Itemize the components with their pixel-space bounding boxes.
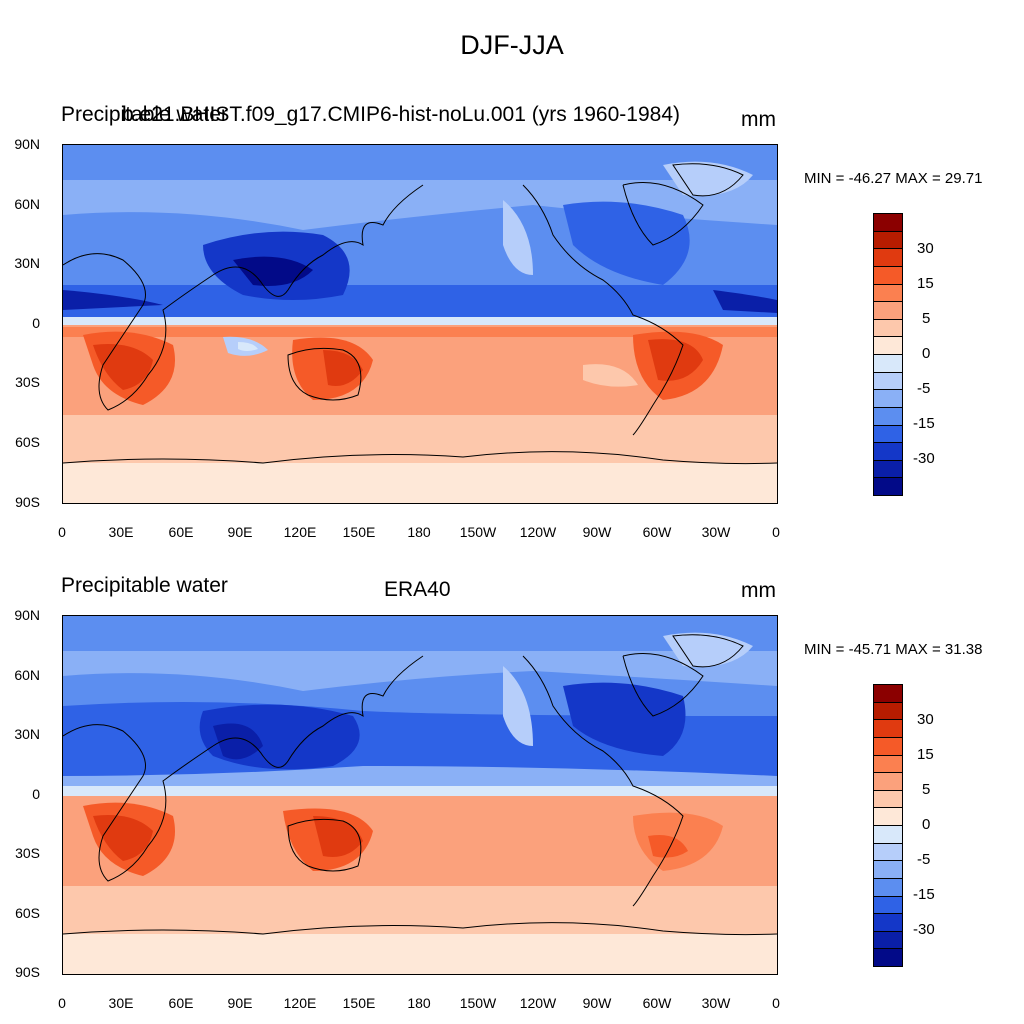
difference-map <box>62 144 778 504</box>
x-tick-label: 0 <box>58 524 66 540</box>
colorbar-label: 0 <box>922 345 931 362</box>
difference-map <box>62 615 778 975</box>
x-tick-label: 30E <box>108 524 134 540</box>
panel-model: Precipitable water b.e21.BHIST.f09_g17.C… <box>0 0 1024 540</box>
x-tick-label: 150W <box>459 524 497 540</box>
y-tick-label: 90N <box>14 136 40 152</box>
x-tick-label: 30E <box>108 995 134 1011</box>
x-tick-label: 90E <box>227 995 253 1011</box>
x-tick-label: 60W <box>642 524 672 540</box>
panel-variable-label: Precipitable water <box>61 574 228 597</box>
y-tick-label: 60N <box>14 667 40 683</box>
y-tick-label: 30N <box>14 255 40 271</box>
y-tick-label: 30S <box>15 845 40 861</box>
y-tick-label: 30S <box>15 374 40 390</box>
colorbar-swatch <box>873 789 903 809</box>
colorbar-swatch <box>873 477 903 496</box>
x-tick-label: 60W <box>642 995 672 1011</box>
y-tick-label: 90S <box>15 964 40 980</box>
colorbar-label: 30 <box>917 240 934 257</box>
panel-variable-label: Precipitable water <box>61 103 228 126</box>
y-tick-label: 60S <box>15 434 40 450</box>
x-tick-label: 90W <box>582 995 612 1011</box>
colorbar-swatch <box>873 719 903 738</box>
colorbar-swatch <box>873 807 903 826</box>
colorbar-label: -15 <box>913 886 935 903</box>
contour-field <box>63 145 777 503</box>
colorbar-label: 0 <box>922 816 931 833</box>
x-tick-label: 90E <box>227 524 253 540</box>
panel-case-label: ERA40 <box>384 578 451 601</box>
colorbar-swatch <box>873 701 903 721</box>
colorbar-swatch <box>873 930 903 950</box>
x-tick-label: 60E <box>168 995 194 1011</box>
x-tick-label: 120E <box>283 995 317 1011</box>
x-tick-label: 0 <box>58 995 66 1011</box>
colorbar-swatch <box>873 860 903 879</box>
x-tick-label: 150W <box>459 995 497 1011</box>
x-tick-label: 30W <box>701 524 731 540</box>
y-tick-label: 0 <box>32 786 40 802</box>
panel-units-label: mm <box>741 579 776 602</box>
colorbar-swatch <box>873 736 903 756</box>
colorbar-swatch <box>873 825 903 844</box>
colorbar-label: -30 <box>913 921 935 938</box>
x-tick-label: 90W <box>582 524 612 540</box>
colorbar-label: 15 <box>917 746 934 763</box>
x-tick-label: 60E <box>168 524 194 540</box>
x-tick-label: 150E <box>342 995 376 1011</box>
min-max-readout: MIN = -45.71 MAX = 31.38 <box>804 641 983 658</box>
contour-field <box>63 616 777 974</box>
colorbar <box>873 684 903 967</box>
y-tick-label: 30N <box>14 726 40 742</box>
colorbar-label: 15 <box>917 275 934 292</box>
y-tick-label: 90N <box>14 607 40 623</box>
colorbar-label: 30 <box>917 711 934 728</box>
colorbar-swatch <box>873 948 903 967</box>
x-tick-label: 0 <box>772 995 780 1011</box>
min-max-readout: MIN = -46.27 MAX = 29.71 <box>804 170 983 187</box>
colorbar-swatch <box>873 772 903 791</box>
colorbar-label: -5 <box>917 380 931 397</box>
colorbar-swatch <box>873 895 903 915</box>
x-tick-label: 120E <box>283 524 317 540</box>
x-tick-label: 150E <box>342 524 376 540</box>
x-tick-label: 180 <box>407 995 431 1011</box>
colorbar-swatch <box>873 754 903 774</box>
colorbar-swatch <box>873 684 903 703</box>
colorbar-label: -5 <box>917 851 931 868</box>
colorbar-label: 5 <box>922 781 931 798</box>
colorbar-swatch <box>873 842 903 862</box>
panel-units-label: mm <box>741 108 776 131</box>
colorbar-swatch <box>873 877 903 897</box>
y-tick-label: 0 <box>32 315 40 331</box>
x-tick-label: 120W <box>519 995 557 1011</box>
x-tick-label: 30W <box>701 995 731 1011</box>
colorbar-swatch <box>873 913 903 932</box>
y-tick-label: 60N <box>14 196 40 212</box>
panel-case-label: b.e21.BHIST.f09_g17.CMIP6-hist-noLu.001 … <box>122 103 680 126</box>
x-tick-label: 0 <box>772 524 780 540</box>
y-tick-label: 60S <box>15 905 40 921</box>
y-tick-label: 90S <box>15 494 40 510</box>
colorbar-label: 5 <box>922 310 931 327</box>
x-tick-label: 180 <box>407 524 431 540</box>
figure-title: DJF-JJA <box>460 30 564 60</box>
colorbar <box>873 213 903 496</box>
x-tick-label: 120W <box>519 524 557 540</box>
colorbar-label: -15 <box>913 415 935 432</box>
colorbar-label: -30 <box>913 450 935 467</box>
